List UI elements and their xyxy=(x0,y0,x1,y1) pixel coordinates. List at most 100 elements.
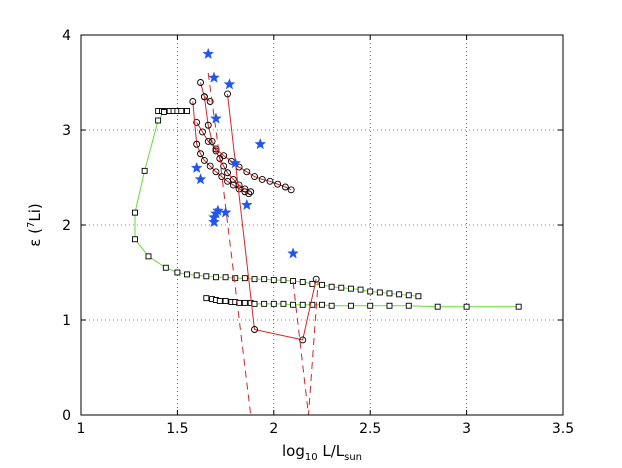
data-point xyxy=(280,300,287,307)
data-point xyxy=(312,275,320,283)
data-point xyxy=(386,290,393,297)
star-point xyxy=(210,112,222,124)
data-point xyxy=(222,298,229,304)
series-blue-stars xyxy=(190,47,299,259)
data-point xyxy=(347,302,354,309)
data-point xyxy=(132,209,138,216)
data-point xyxy=(199,128,206,136)
data-point xyxy=(155,117,162,124)
data-point xyxy=(204,121,212,129)
star-point xyxy=(194,173,207,185)
x-tick-label: 1 xyxy=(77,421,86,437)
series-line xyxy=(203,96,251,193)
data-point xyxy=(405,292,412,299)
data-point xyxy=(132,236,138,243)
series-layer xyxy=(132,47,522,416)
data-point xyxy=(232,275,239,282)
data-point xyxy=(189,98,197,105)
data-point xyxy=(200,93,208,101)
data-point xyxy=(319,281,325,288)
data-point xyxy=(367,302,374,309)
y-tick-label: 3 xyxy=(62,123,71,139)
data-point xyxy=(193,118,201,126)
data-point xyxy=(270,277,277,284)
data-point xyxy=(274,180,282,188)
star-point xyxy=(219,206,232,218)
star-point xyxy=(208,215,220,228)
data-point xyxy=(376,289,383,296)
data-point xyxy=(241,275,248,282)
series-line xyxy=(200,82,211,102)
star-point xyxy=(190,161,203,173)
data-point xyxy=(247,188,255,196)
star-point xyxy=(287,247,299,259)
data-point xyxy=(197,79,204,86)
data-point xyxy=(203,295,210,302)
x-tick-label: 2 xyxy=(269,421,278,437)
x-tick-label: 3 xyxy=(462,421,471,437)
data-point xyxy=(328,302,335,309)
data-point xyxy=(266,177,274,185)
data-point xyxy=(178,108,185,114)
data-point xyxy=(415,293,422,300)
data-point xyxy=(213,274,219,281)
series-red-segment-1 xyxy=(224,90,320,344)
data-point xyxy=(251,173,258,181)
data-point xyxy=(212,168,220,176)
data-point xyxy=(251,326,258,333)
series-red-segment-2 xyxy=(197,79,214,105)
data-point xyxy=(200,156,208,164)
data-point xyxy=(220,162,228,170)
data-point xyxy=(299,279,306,285)
y-tick-label: 4 xyxy=(62,28,71,44)
grid xyxy=(81,35,563,415)
data-point xyxy=(434,303,441,310)
y-tick-label: 1 xyxy=(62,313,71,329)
data-point xyxy=(236,299,243,306)
data-point xyxy=(299,301,306,308)
data-point xyxy=(280,277,287,284)
y-tick-label: 0 xyxy=(62,408,71,424)
star-point xyxy=(229,157,242,169)
series-line xyxy=(207,72,252,416)
data-point xyxy=(206,98,214,105)
data-point xyxy=(386,302,393,309)
data-point xyxy=(222,274,229,281)
series-green-track-upper xyxy=(132,108,422,300)
data-point xyxy=(309,301,316,308)
data-point xyxy=(193,272,200,279)
data-point xyxy=(224,90,231,98)
star-point xyxy=(254,138,267,150)
data-point xyxy=(515,303,522,310)
data-point xyxy=(193,140,201,148)
data-point xyxy=(216,298,223,304)
data-point xyxy=(357,286,364,293)
data-point xyxy=(258,175,266,183)
data-point xyxy=(184,108,190,114)
data-point xyxy=(203,273,210,280)
data-point xyxy=(162,264,169,271)
data-point xyxy=(197,150,204,158)
x-tick-label: 1.5 xyxy=(166,421,188,437)
data-point xyxy=(328,283,335,290)
data-point xyxy=(251,300,258,307)
x-tick-label: 3.5 xyxy=(552,421,574,437)
star-point xyxy=(240,198,253,211)
data-point xyxy=(141,167,148,174)
data-point xyxy=(241,299,248,306)
data-point xyxy=(309,280,316,287)
series-line xyxy=(192,101,249,195)
star-point xyxy=(210,207,222,219)
y-axis-label: ε (7Li) xyxy=(26,203,44,247)
data-point xyxy=(261,276,268,283)
data-point xyxy=(251,276,258,283)
data-point xyxy=(338,284,345,291)
data-point xyxy=(224,169,231,177)
star-point xyxy=(202,47,215,59)
data-point xyxy=(243,168,251,176)
data-point xyxy=(396,291,403,298)
data-point xyxy=(206,162,214,170)
data-point xyxy=(184,271,190,278)
data-point xyxy=(204,137,212,145)
